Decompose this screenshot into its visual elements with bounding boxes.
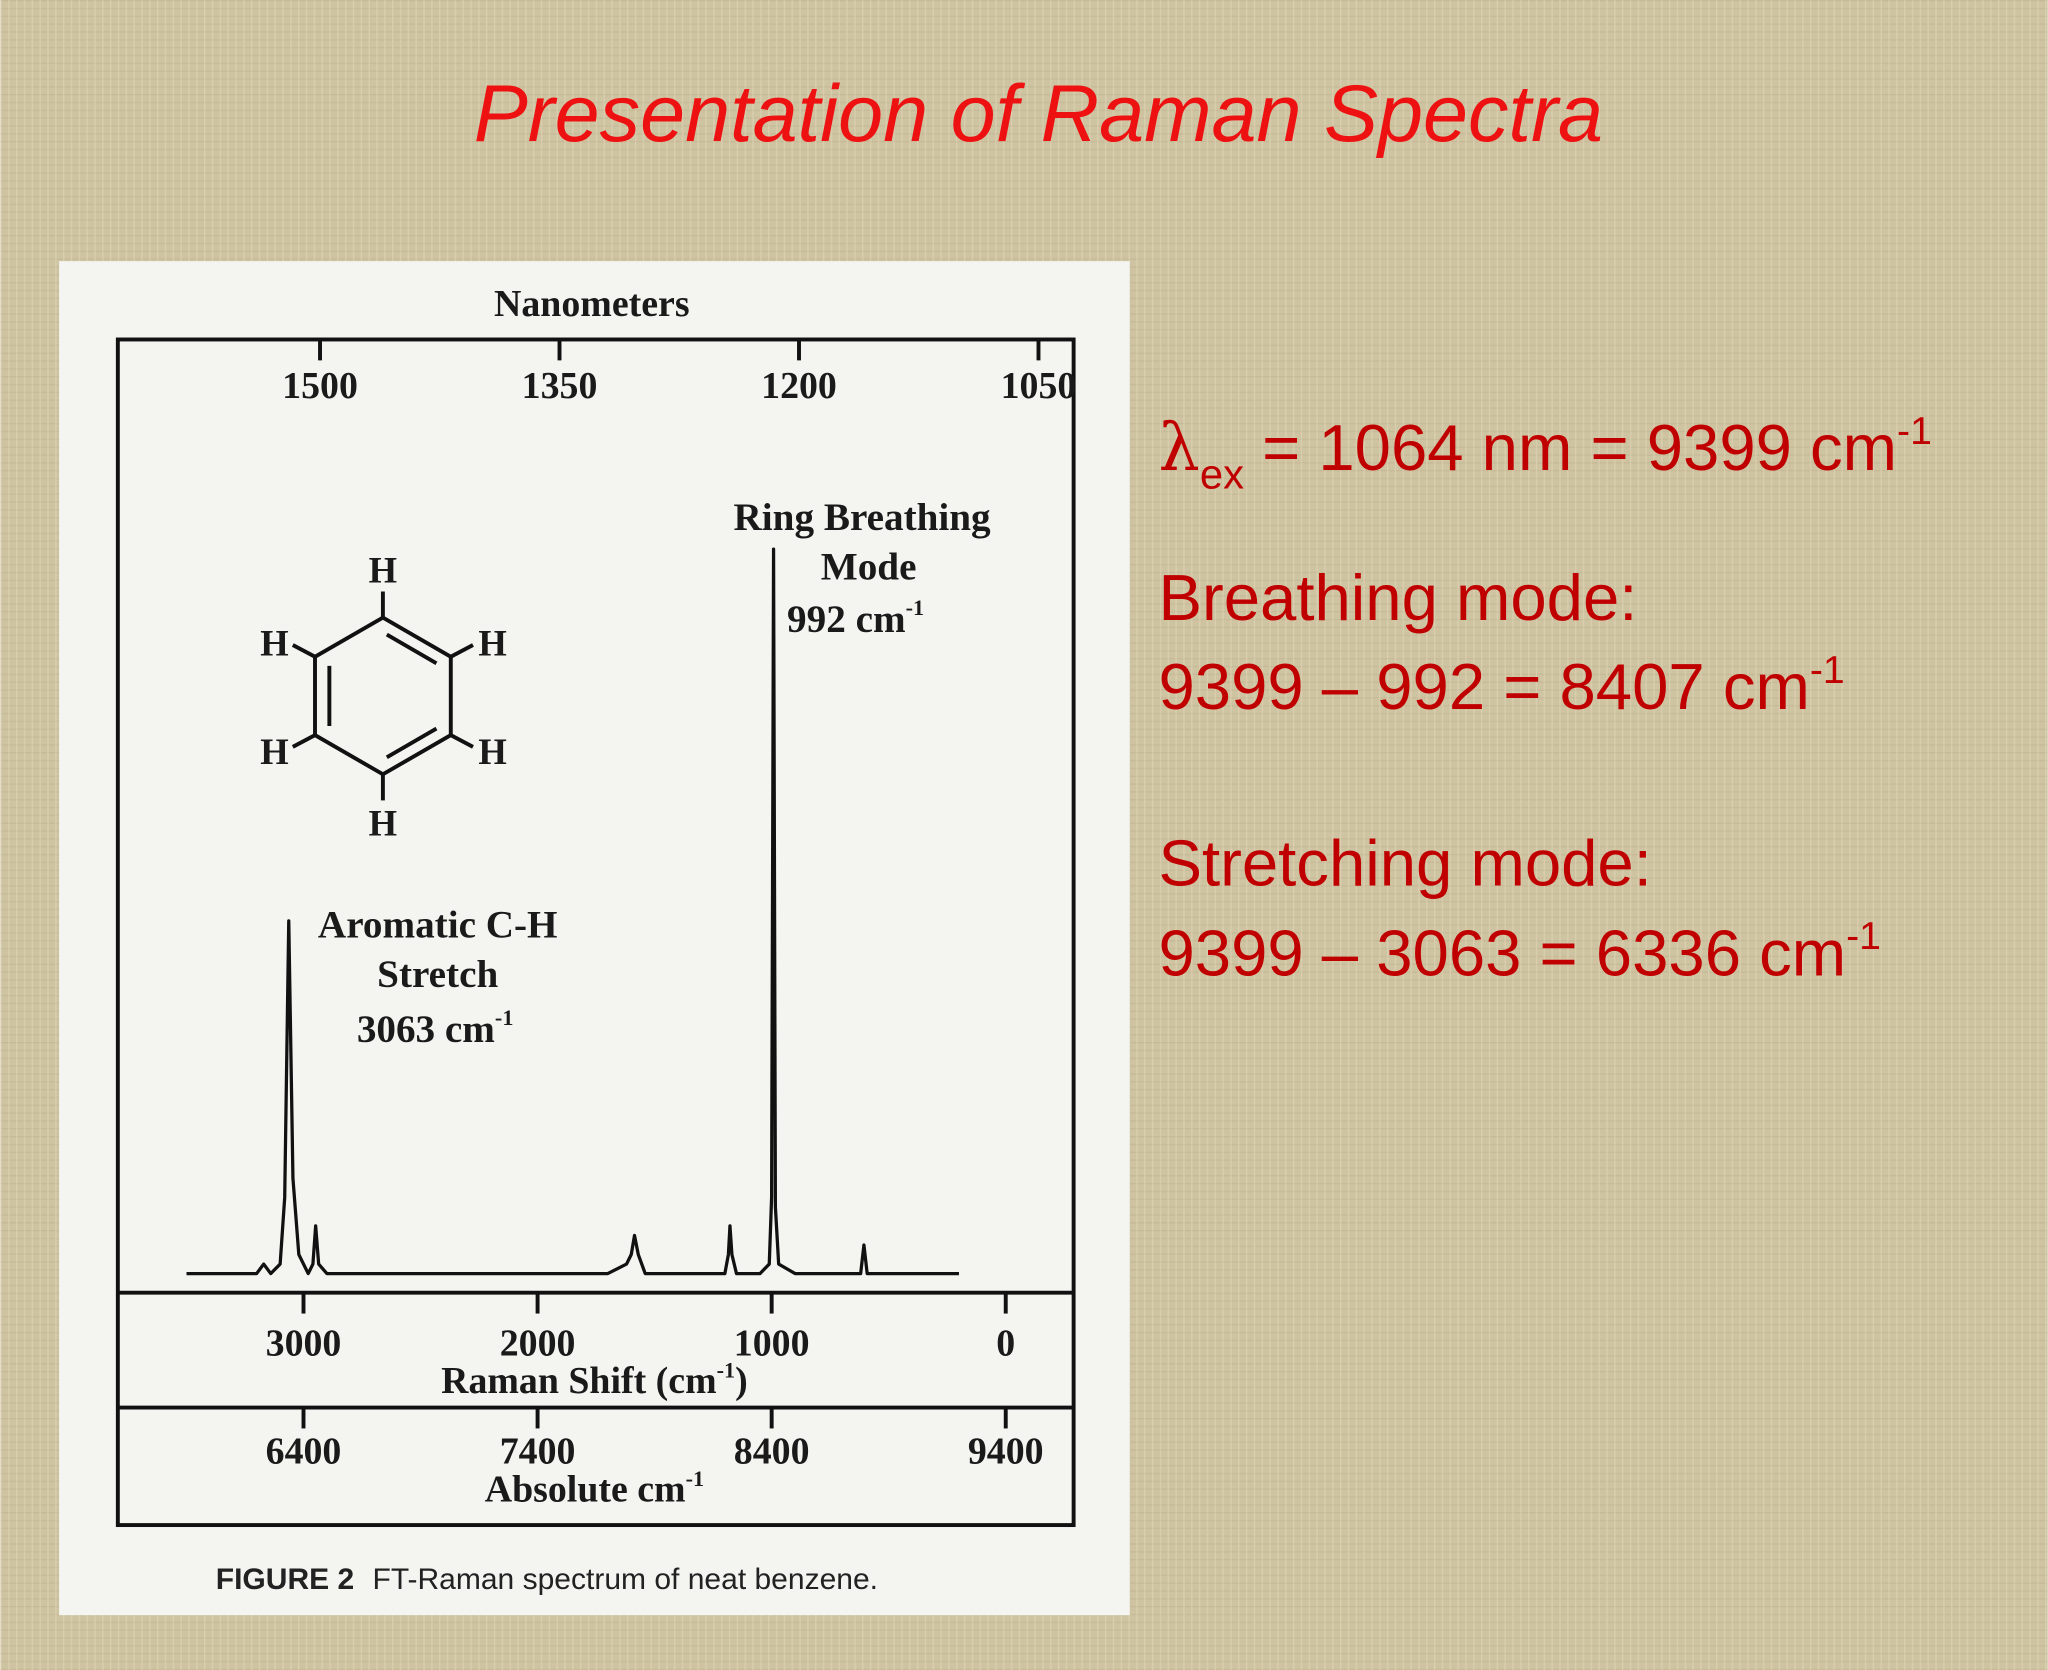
- figure-caption: FIGURE 2 FT-Raman spectrum of neat benzen…: [216, 1563, 878, 1596]
- annotation-line: Mode: [821, 546, 917, 589]
- tick-label: 1200: [761, 365, 837, 407]
- lambda: λ: [1158, 410, 1199, 486]
- atom-label: H: [369, 803, 397, 844]
- annotation-text: 992 cm: [787, 598, 906, 641]
- text-line: Breathing mode:: [1158, 561, 1637, 634]
- slide-title: Presentation of Raman Spectra: [474, 69, 1603, 159]
- tick-label: 7400: [500, 1431, 576, 1473]
- tick-label: 6400: [266, 1431, 342, 1473]
- benzene-structure: [291, 591, 474, 801]
- x-axis-title-text: Raman Shift (cm: [441, 1360, 717, 1402]
- caption-label: FIGURE 2: [216, 1563, 354, 1596]
- x-axis-title: Raman Shift (cm-1): [441, 1358, 748, 1403]
- atom-label: H: [369, 549, 397, 590]
- double-bond: [385, 632, 438, 665]
- bond: [449, 643, 474, 659]
- text-line: Stretching mode:: [1158, 826, 1651, 899]
- chart-frame: [115, 337, 1076, 1528]
- bond: [449, 733, 474, 749]
- double-bond: [385, 726, 438, 760]
- axis-titles: Nanometers Raman Shift (cm-1) Absolute c…: [441, 283, 748, 1511]
- atom-label: H: [260, 731, 288, 772]
- annotation-sup: -1: [906, 595, 924, 620]
- x3-axis-title: Absolute cm-1: [485, 1466, 704, 1511]
- tick-label: 1350: [522, 365, 598, 407]
- tick-label: 9400: [968, 1431, 1044, 1473]
- annotation-line: Aromatic C-H: [318, 903, 558, 946]
- tick-label: 1000: [734, 1322, 810, 1364]
- x2-axis-title: Nanometers: [494, 283, 690, 325]
- subscript: ex: [1200, 450, 1244, 497]
- annotation-line: Ring Breathing: [734, 496, 992, 539]
- frame-box: [115, 337, 1076, 1528]
- annotation-text: 3063 cm: [357, 1008, 495, 1051]
- superscript: -1: [1810, 649, 1845, 692]
- superscript: -1: [1897, 410, 1932, 453]
- tick-label: 8400: [734, 1431, 810, 1473]
- annotation-ch-stretch: Aromatic C-H Stretch 3063 cm-1: [318, 903, 558, 1050]
- atom-label: H: [260, 622, 288, 663]
- annotation-sup: -1: [495, 1005, 513, 1030]
- tick-label: 2000: [500, 1322, 576, 1364]
- text-line: 9399 – 3063 = 6336 cm-1: [1158, 915, 1880, 989]
- x3-axis-title-sup: -1: [686, 1466, 704, 1491]
- spectrum-line: [186, 547, 959, 1276]
- line-text: 9399 – 992 = 8407 cm: [1158, 650, 1809, 723]
- annotation-ring-breathing: Ring Breathing Mode 992 cm-1: [734, 496, 992, 641]
- atom-label: H: [478, 731, 506, 772]
- atom-label: H: [478, 622, 506, 663]
- tick-label: 1050: [1001, 365, 1077, 407]
- line-text: 9399 – 3063 = 6336 cm: [1158, 916, 1846, 989]
- bond: [291, 733, 316, 749]
- bond: [291, 643, 316, 659]
- annotation-line: 3063 cm-1: [357, 1005, 514, 1051]
- side-text: λex = 1064 nm = 9399 cm-1 Breathing mode…: [1158, 410, 1931, 989]
- excitation-line: λex = 1064 nm = 9399 cm-1: [1158, 410, 1931, 497]
- benzene-labels: H H H H H H: [260, 549, 506, 843]
- x-axis-title-sup: -1: [717, 1358, 735, 1383]
- figure-panel: [59, 261, 1130, 1616]
- text-line: 9399 – 992 = 8407 cm-1: [1158, 649, 1844, 723]
- tick-label: 3000: [266, 1322, 342, 1364]
- caption-text: FT-Raman spectrum of neat benzene.: [372, 1563, 878, 1596]
- tick-label: 0: [996, 1322, 1015, 1364]
- annotation-line: Stretch: [377, 953, 498, 996]
- x-axis-title-tail: ): [735, 1360, 748, 1402]
- annotation-line: 992 cm-1: [787, 595, 924, 641]
- x3-axis-title-text: Absolute cm: [485, 1469, 686, 1511]
- line-text: = 1064 nm = 9399 cm: [1244, 411, 1897, 484]
- superscript: -1: [1846, 915, 1881, 958]
- tick-label: 1500: [282, 365, 358, 407]
